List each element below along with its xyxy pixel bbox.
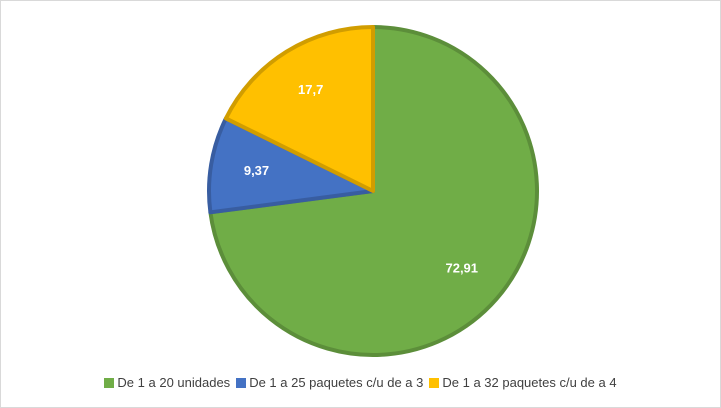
pie-area: 72,91 9,37 17,7 [207,25,539,357]
legend: De 1 a 20 unidades De 1 a 25 paquetes c/u… [1,375,720,390]
pie-slice [223,25,375,193]
data-label: 17,7 [298,82,323,97]
legend-item: De 1 a 25 paquetes c/u de a 3 [236,375,423,390]
pie-slice [207,116,375,215]
legend-label: De 1 a 20 unidades [117,375,231,390]
legend-label: De 1 a 32 paquetes c/u de a 4 [442,375,617,390]
legend-item: De 1 a 32 paquetes c/u de a 4 [429,375,617,390]
legend-swatch [236,377,247,388]
data-label: 9,37 [244,163,269,178]
legend-label: De 1 a 25 paquetes c/u de a 3 [249,375,424,390]
legend-swatch [104,377,115,388]
data-label: 72,91 [445,260,478,275]
legend-item: De 1 a 20 unidades [104,375,230,390]
legend-swatch [429,377,440,388]
